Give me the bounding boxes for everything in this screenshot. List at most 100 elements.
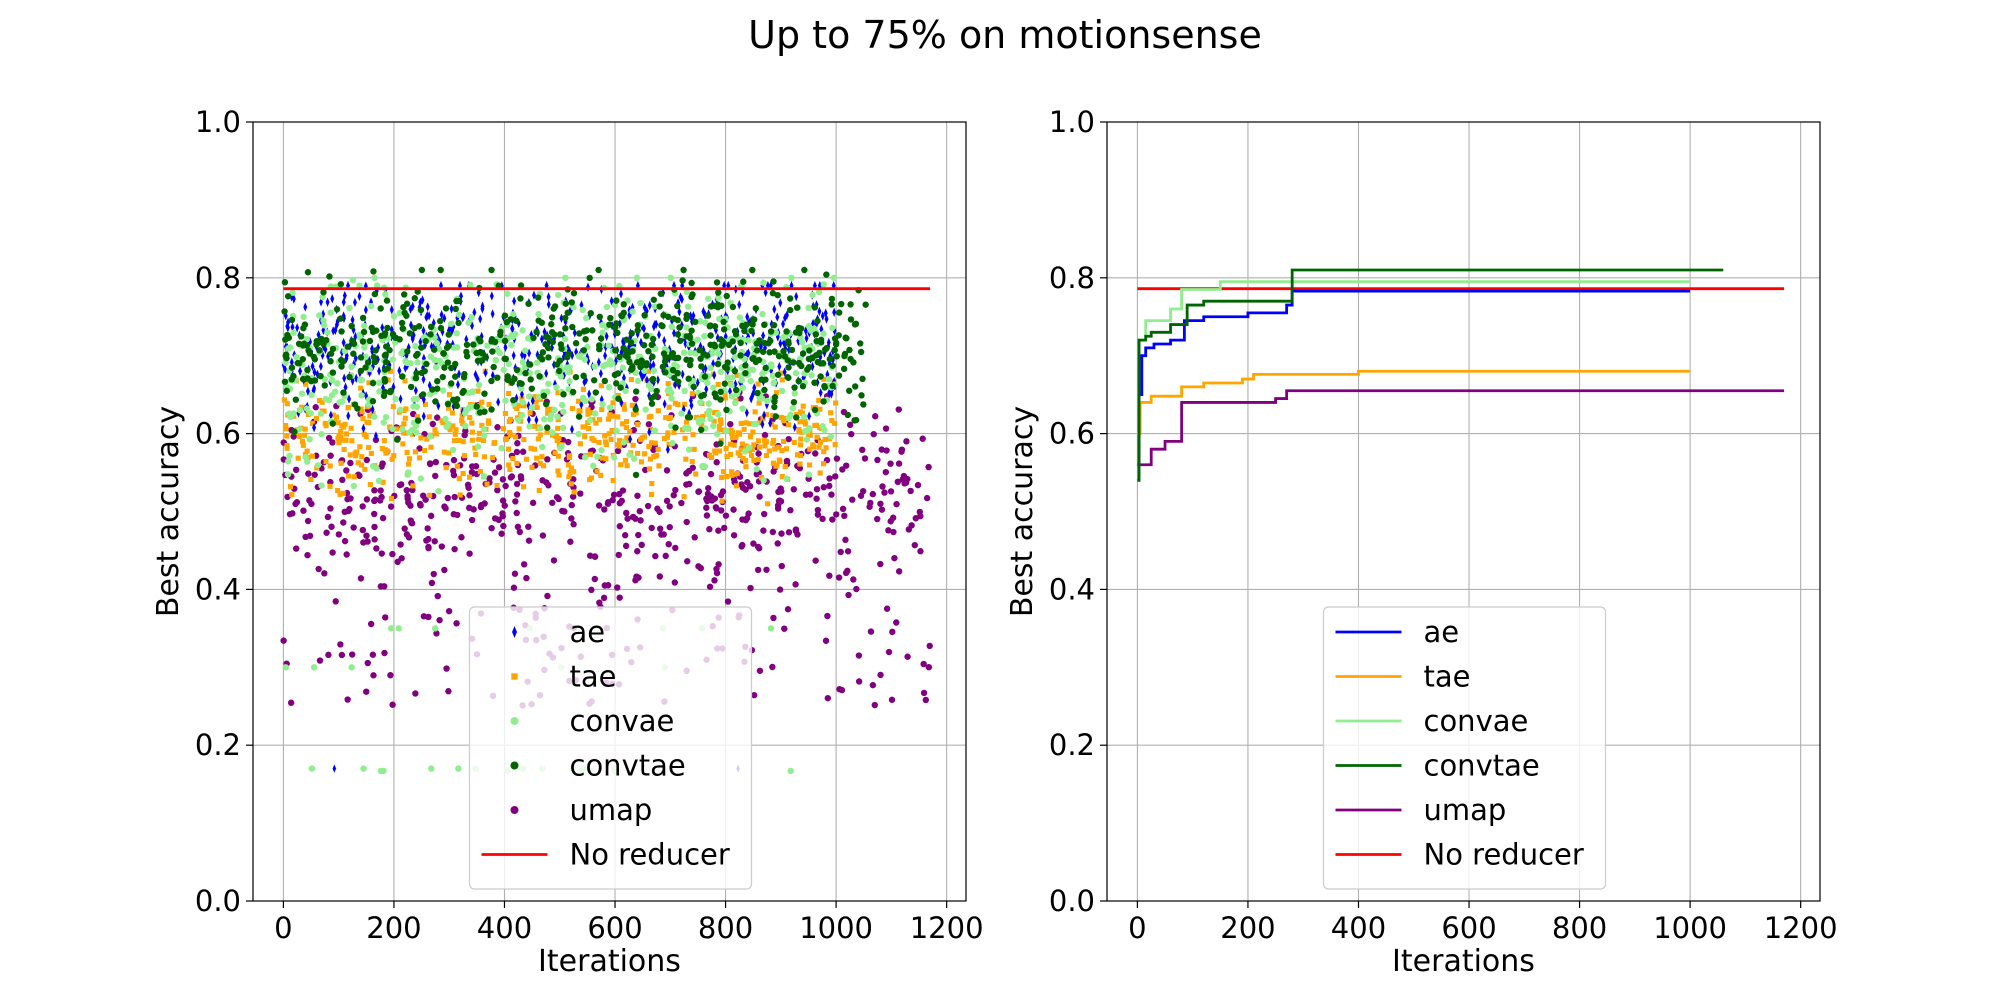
point: [622, 542, 630, 550]
point: [576, 408, 582, 414]
point: [772, 446, 778, 452]
point: [449, 304, 454, 314]
point: [830, 274, 838, 281]
point: [362, 466, 368, 472]
point: [894, 478, 901, 486]
point: [516, 528, 524, 536]
point: [648, 400, 656, 407]
point: [518, 380, 525, 387]
point: [567, 538, 574, 545]
point: [452, 360, 459, 368]
point: [470, 321, 475, 331]
legend-label: No reducer: [1424, 838, 1584, 872]
point: [633, 274, 641, 281]
point: [674, 331, 682, 338]
point: [777, 361, 782, 372]
point: [618, 312, 626, 320]
point: [387, 671, 394, 679]
point: [399, 373, 406, 380]
point: [653, 453, 659, 459]
point: [791, 390, 798, 397]
point: [425, 613, 432, 621]
point: [732, 386, 740, 394]
point: [432, 364, 440, 371]
point: [807, 446, 813, 452]
point: [342, 373, 347, 383]
point: [603, 351, 608, 361]
point: [795, 377, 802, 385]
point: [795, 359, 803, 367]
point: [423, 537, 430, 544]
point: [758, 376, 765, 383]
point: [770, 614, 777, 622]
legend-label: convae: [1424, 704, 1529, 738]
point: [513, 491, 521, 498]
point: [453, 620, 460, 627]
point: [445, 688, 452, 695]
point: [296, 407, 304, 414]
point: [341, 508, 348, 516]
point: [489, 291, 494, 301]
point: [768, 418, 773, 428]
point: [346, 304, 353, 312]
point: [582, 335, 589, 343]
point: [351, 474, 357, 480]
point: [634, 322, 642, 329]
point: [370, 346, 375, 357]
point: [357, 575, 365, 582]
point: [335, 316, 340, 326]
point: [381, 330, 389, 337]
point: [290, 329, 297, 336]
point: [373, 431, 378, 441]
point: [340, 490, 346, 496]
point: [350, 482, 358, 490]
point: [532, 446, 538, 452]
point: [767, 361, 775, 368]
point: [323, 458, 329, 465]
point: [306, 532, 314, 540]
point: [572, 340, 580, 347]
point: [623, 336, 630, 343]
point: [760, 279, 767, 286]
point: [684, 413, 692, 421]
point: [616, 353, 623, 361]
point: [384, 324, 391, 332]
point: [350, 315, 355, 325]
point: [343, 437, 349, 443]
point: [549, 338, 556, 346]
point: [775, 352, 783, 360]
point: [823, 271, 830, 278]
point: [922, 696, 930, 704]
point: [503, 318, 510, 326]
point: [759, 310, 766, 318]
point: [280, 637, 287, 644]
point: [312, 383, 317, 394]
point: [586, 417, 594, 424]
point: [649, 480, 655, 487]
point: [405, 534, 413, 541]
point: [622, 457, 629, 463]
point: [766, 448, 772, 454]
point: [582, 434, 588, 440]
point: [794, 452, 801, 458]
point: [857, 340, 864, 347]
point: [530, 334, 537, 342]
point: [292, 545, 300, 552]
point: [718, 420, 724, 426]
point: [571, 469, 577, 475]
axes-frame: [1106, 121, 1821, 902]
point: [632, 406, 639, 413]
point: [367, 302, 375, 310]
point: [744, 408, 749, 418]
point: [610, 491, 618, 499]
point: [316, 347, 323, 354]
y-tick-label: 0.0: [195, 884, 241, 918]
point: [586, 426, 592, 432]
point: [580, 386, 586, 392]
point: [877, 560, 884, 568]
point: [284, 331, 291, 339]
point: [623, 509, 630, 517]
point: [728, 427, 734, 433]
x-axis-label: Iterations: [1392, 944, 1535, 979]
